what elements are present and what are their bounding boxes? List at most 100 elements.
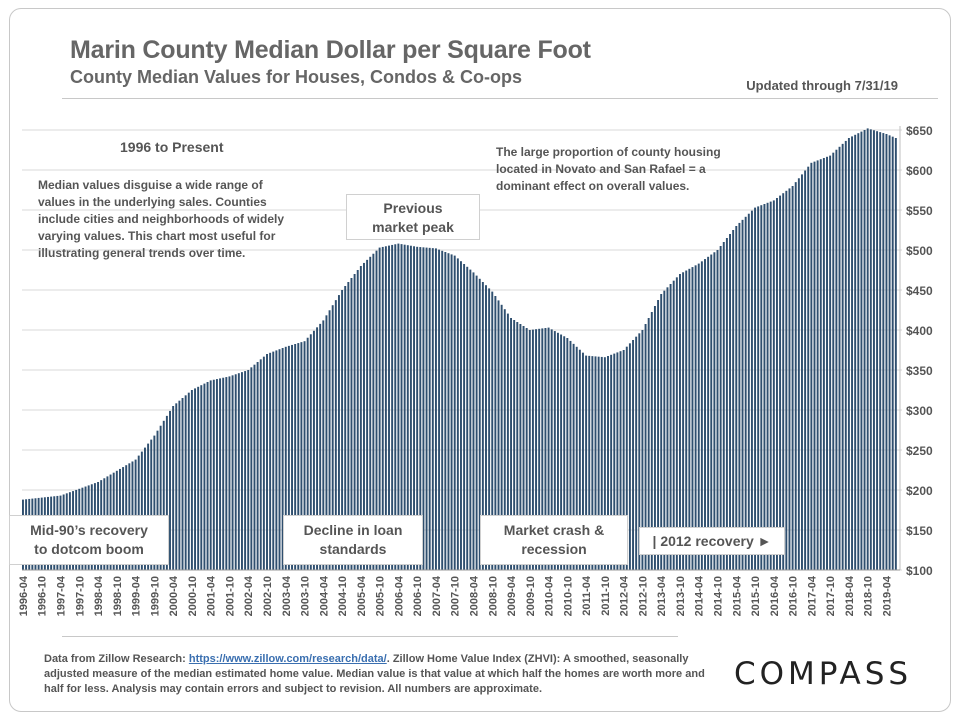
x-tick-label: 2004-04 — [318, 575, 330, 616]
bar — [779, 195, 782, 570]
bar — [485, 285, 487, 570]
bar — [863, 130, 866, 570]
bar — [369, 256, 372, 570]
bar — [754, 207, 757, 570]
annotation-line: recession — [521, 541, 587, 557]
x-tick-label: 2012-04 — [619, 575, 631, 616]
bar — [413, 246, 416, 570]
bar — [200, 385, 203, 570]
bar — [738, 222, 741, 570]
bar — [516, 322, 519, 570]
bar — [716, 250, 719, 570]
y-tick-label: $250 — [906, 444, 933, 458]
y-tick-label: $150 — [906, 524, 933, 538]
x-tick-label: 2014-10 — [713, 576, 725, 616]
annotation-line: Market crash & — [503, 522, 605, 538]
right-note: The large proportion of county housing l… — [496, 144, 761, 195]
bar — [134, 459, 137, 570]
bar — [785, 190, 788, 571]
bar — [294, 344, 297, 570]
bar — [147, 443, 150, 570]
bar — [475, 275, 478, 570]
bar — [500, 304, 503, 570]
bar — [325, 315, 328, 570]
footer-divider — [62, 636, 678, 637]
x-tick-label: 1999-10 — [149, 576, 161, 616]
bar — [409, 245, 412, 571]
bar — [594, 356, 597, 570]
bar — [416, 246, 419, 571]
bar — [813, 161, 816, 570]
x-tick-label: 2013-04 — [656, 575, 668, 616]
x-tick-label: 2005-04 — [356, 575, 368, 616]
bar — [144, 447, 146, 570]
x-tick-label: 2007-10 — [450, 576, 462, 616]
bar — [347, 282, 350, 570]
bar — [556, 332, 559, 570]
bar — [341, 290, 344, 570]
bar — [247, 370, 250, 570]
bar — [647, 318, 650, 570]
bar — [628, 343, 631, 570]
bar — [891, 136, 894, 571]
range-heading: 1996 to Present — [120, 139, 224, 155]
bar — [600, 356, 603, 570]
bar — [194, 388, 197, 570]
bar — [622, 350, 625, 570]
bar — [156, 430, 159, 570]
x-tick-label: 2005-10 — [375, 576, 387, 616]
x-tick-label: 2009-10 — [525, 576, 537, 616]
bar — [569, 340, 572, 570]
bar — [291, 344, 293, 570]
bar — [344, 286, 347, 570]
bar — [172, 406, 175, 570]
bar — [666, 287, 669, 570]
x-tick-label: 2000-04 — [168, 575, 180, 616]
bar — [203, 383, 206, 570]
bar — [441, 250, 444, 571]
annotation-loan-standards: Decline in loan standards — [283, 515, 423, 565]
bar — [303, 341, 306, 570]
bar — [735, 226, 738, 570]
bar — [466, 266, 469, 570]
bar — [885, 134, 888, 570]
chart-subtitle: County Median Values for Houses, Condos … — [70, 67, 523, 87]
bar — [710, 254, 713, 570]
bar — [419, 247, 422, 570]
bar — [259, 359, 262, 570]
bar — [575, 346, 578, 570]
x-tick-label: 2009-04 — [506, 575, 518, 616]
bar — [741, 219, 744, 570]
bar — [428, 247, 431, 570]
bar — [797, 178, 800, 570]
bar — [679, 274, 681, 570]
bar — [269, 352, 272, 570]
bar — [510, 318, 512, 570]
bar — [794, 182, 797, 570]
bar — [616, 352, 619, 570]
x-tick-label: 1996-10 — [37, 576, 49, 616]
bar — [353, 274, 356, 570]
bar — [187, 392, 190, 570]
bar — [397, 243, 400, 570]
annotation-line: market peak — [372, 219, 454, 235]
bar — [460, 261, 462, 570]
updated-note: Updated through 7/31/19 — [746, 78, 898, 93]
annotation-2012-recovery: | 2012 recovery ► — [639, 527, 785, 555]
zillow-research-link[interactable]: https://www.zillow.com/research/data/ — [188, 653, 387, 665]
bar — [791, 186, 794, 570]
x-tick-label: 1997-04 — [56, 575, 68, 616]
y-tick-label: $600 — [906, 164, 933, 178]
bar — [400, 244, 403, 570]
bar — [541, 328, 544, 570]
left-note-line: include cities and neighborhoods of wide… — [38, 212, 285, 226]
bar — [359, 266, 362, 570]
bar — [888, 135, 891, 570]
bar — [197, 386, 200, 570]
bar — [563, 336, 566, 570]
bar — [322, 320, 325, 570]
x-tick-label: 2018-04 — [844, 575, 856, 616]
x-tick-label: 2011-10 — [600, 576, 612, 616]
bar — [497, 300, 500, 570]
bar — [250, 367, 253, 570]
